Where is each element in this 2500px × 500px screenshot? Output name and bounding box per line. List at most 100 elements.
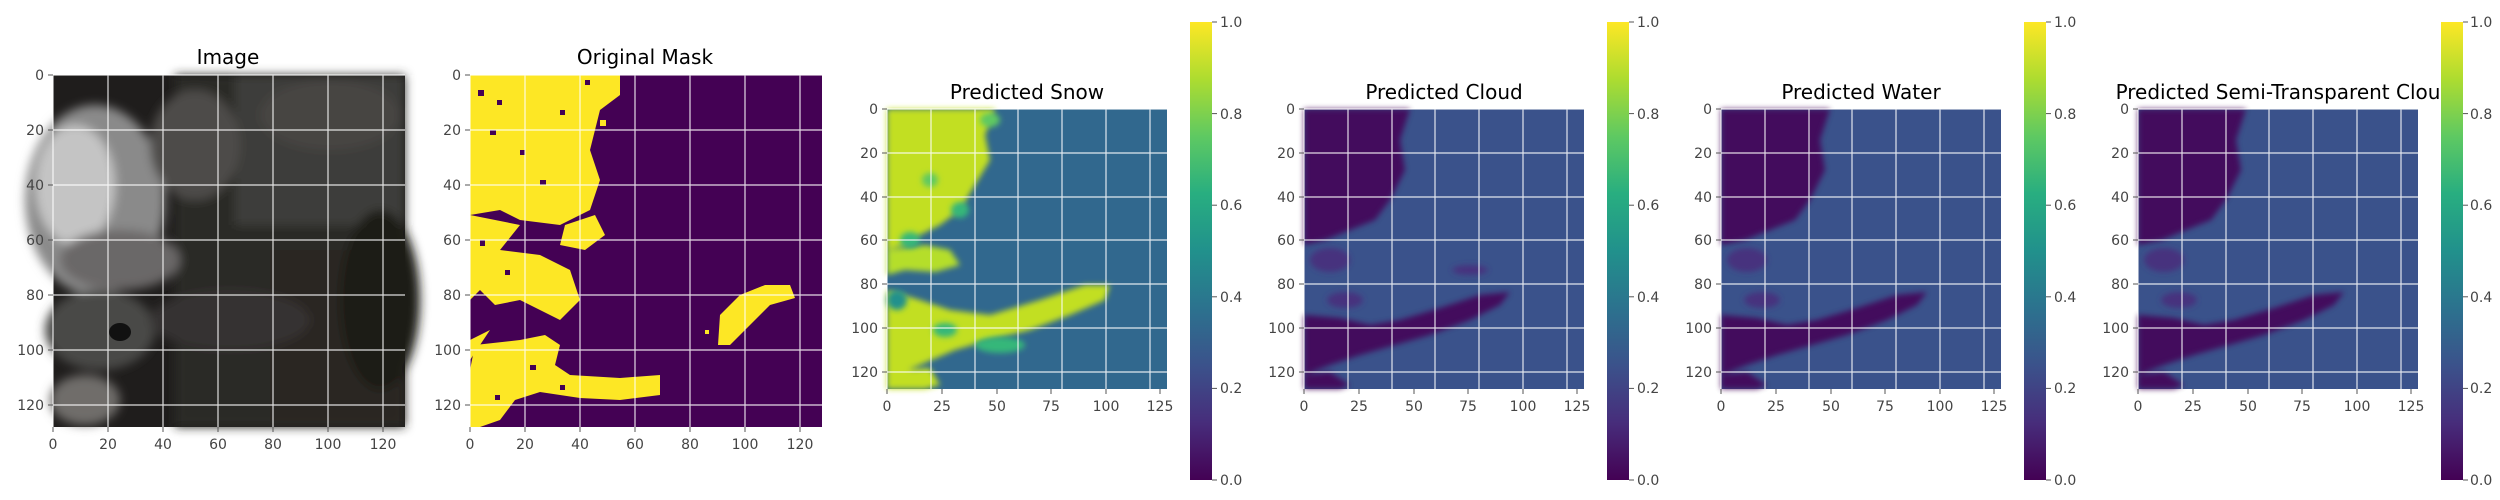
x-tick-label: 60	[209, 437, 227, 453]
colorbar-tick-label: 0.2	[2470, 381, 2492, 397]
panel-title: Original Mask	[577, 45, 714, 69]
grid	[886, 108, 1167, 389]
y-tick-label: 20	[443, 123, 461, 139]
x-axis: 0 25 50 75 100 125	[2134, 389, 2425, 415]
y-tick-label: 40	[1277, 190, 1295, 206]
x-tick-label: 80	[681, 437, 699, 453]
grid	[469, 74, 822, 427]
x-axis: 0 25 50 75 100 125	[1717, 389, 2007, 415]
x-tick-label: 25	[933, 399, 951, 415]
y-tick-label: 0	[452, 68, 461, 84]
panel-predicted-semi-transparent-cloud: 0 20 40 60 80 100 120 0 25 50 75 100 125…	[2102, 15, 2492, 489]
y-tick-label: 100	[2102, 321, 2129, 337]
x-tick-label: 25	[1350, 399, 1368, 415]
colorbar-tick-label: 0.2	[1220, 381, 1242, 397]
colorbar-tick-label: 0.8	[2054, 107, 2076, 123]
panel-image: Image	[17, 45, 420, 453]
x-axis: 0 25 50 75 100 125	[883, 389, 1174, 415]
x-tick-label: 50	[1822, 399, 1840, 415]
x-axis: 0 20 40 60 80 100 120	[466, 427, 814, 453]
x-tick-label: 100	[315, 437, 342, 453]
mask-content	[470, 75, 822, 427]
y-tick-label: 120	[434, 398, 461, 414]
y-tick-label: 80	[26, 288, 44, 304]
y-tick-label: 120	[851, 365, 878, 381]
y-tick-label: 20	[2111, 146, 2129, 162]
y-tick-label: 100	[851, 321, 878, 337]
colorbar-tick-label: 1.0	[1220, 15, 1242, 31]
colorbar-tick-label: 0.8	[1637, 107, 1659, 123]
panel-predicted-snow: Predicted Snow	[851, 15, 1242, 489]
y-tick-label: 60	[1694, 233, 1712, 249]
colorbar: 0.0 0.2 0.4 0.6 0.8 1.0	[1607, 15, 1659, 489]
grid	[52, 74, 405, 427]
grid	[1720, 108, 2001, 389]
x-tick-label: 0	[883, 399, 892, 415]
colorbar-tick-label: 1.0	[2470, 15, 2492, 31]
panel-title: Predicted Water	[1781, 80, 1941, 104]
colorbar-tick-label: 0.4	[2054, 290, 2076, 306]
colorbar-tick-label: 0.4	[1220, 290, 1242, 306]
y-tick-label: 40	[26, 178, 44, 194]
y-tick-label: 80	[1694, 277, 1712, 293]
x-tick-label: 100	[1927, 399, 1954, 415]
x-tick-label: 0	[2134, 399, 2143, 415]
y-tick-label: 20	[1277, 146, 1295, 162]
colorbar: 0.0 0.2 0.4 0.6 0.8 1.0	[1190, 15, 1242, 489]
y-tick-label: 100	[434, 343, 461, 359]
colorbar-tick-label: 0.0	[1220, 473, 1242, 489]
x-tick-label: 100	[2344, 399, 2371, 415]
y-tick-label: 0	[1286, 102, 1295, 118]
grid	[1303, 108, 1584, 389]
colorbar-tick-label: 0.2	[2054, 381, 2076, 397]
colorbar-tick-label: 0.4	[2470, 290, 2492, 306]
colorbar-tick-label: 0.8	[2470, 107, 2492, 123]
x-tick-label: 125	[2398, 399, 2425, 415]
y-tick-label: 80	[860, 277, 878, 293]
panel-predicted-cloud: Predicted Cloud	[1268, 15, 1659, 489]
x-tick-label: 60	[626, 437, 644, 453]
x-tick-label: 50	[1405, 399, 1423, 415]
x-tick-label: 120	[787, 437, 814, 453]
y-axis: 0 20 40 60 80 100 120	[17, 68, 53, 414]
x-tick-label: 75	[1876, 399, 1894, 415]
x-tick-label: 20	[99, 437, 117, 453]
y-tick-label: 60	[2111, 233, 2129, 249]
x-axis: 0 20 40 60 80 100 120	[49, 427, 396, 453]
colorbar-tick-label: 0.0	[2470, 473, 2492, 489]
y-tick-label: 20	[860, 146, 878, 162]
x-tick-label: 20	[516, 437, 534, 453]
y-axis: 0 20 40 60 80 100 120	[2102, 102, 2138, 381]
panel-original-mask: Original Mask	[434, 45, 822, 453]
x-tick-label: 0	[1300, 399, 1309, 415]
colorbar-tick-label: 1.0	[1637, 15, 1659, 31]
y-axis: 0 20 40 60 80 100 120	[1685, 102, 1721, 381]
x-tick-label: 125	[1147, 399, 1174, 415]
y-tick-label: 20	[1694, 146, 1712, 162]
grid	[2137, 108, 2418, 389]
colorbar-tick-label: 0.0	[2054, 473, 2076, 489]
colorbar-tick-label: 0.2	[1637, 381, 1659, 397]
x-tick-label: 40	[154, 437, 172, 453]
y-tick-label: 100	[1685, 321, 1712, 337]
colorbar-tick-label: 0.6	[1220, 198, 1242, 214]
x-tick-label: 40	[571, 437, 589, 453]
y-tick-label: 60	[443, 233, 461, 249]
colorbar-tick-label: 0.0	[1637, 473, 1659, 489]
image-content	[25, 75, 420, 427]
y-tick-label: 100	[17, 343, 44, 359]
x-tick-label: 25	[2184, 399, 2202, 415]
colorbar-tick-label: 0.6	[2054, 198, 2076, 214]
y-tick-label: 120	[1268, 365, 1295, 381]
colorbar-tick-label: 0.4	[1637, 290, 1659, 306]
x-axis: 0 25 50 75 100 125	[1300, 389, 1590, 415]
colorbar-tick-label: 0.6	[2470, 198, 2492, 214]
x-tick-label: 100	[1093, 399, 1120, 415]
y-tick-label: 40	[860, 190, 878, 206]
y-tick-label: 80	[443, 288, 461, 304]
x-tick-label: 0	[466, 437, 475, 453]
colorbar: 0.0 0.2 0.4 0.6 0.8 1.0	[2024, 15, 2076, 489]
x-tick-label: 0	[49, 437, 58, 453]
y-tick-label: 120	[17, 398, 44, 414]
